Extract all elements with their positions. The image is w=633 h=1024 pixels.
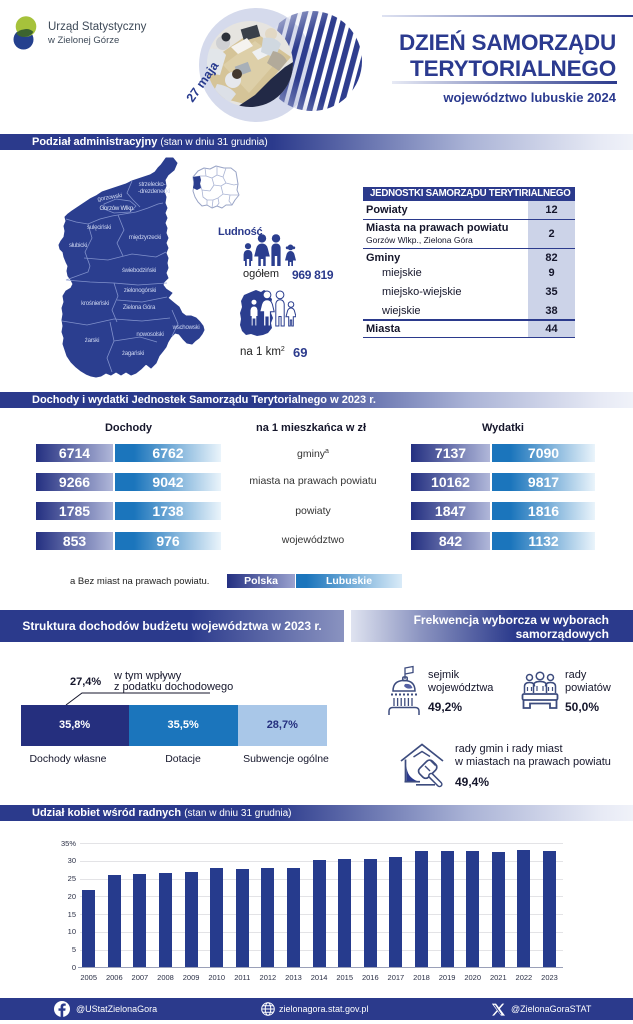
svg-text:świebodziński: świebodziński xyxy=(122,267,156,274)
svg-text:krośnieński: krośnieński xyxy=(81,300,109,307)
svg-text:-drezdenecki: -drezdenecki xyxy=(138,188,170,195)
svg-text:międzyrzecki: międzyrzecki xyxy=(129,234,161,241)
svg-text:żagański: żagański xyxy=(122,350,144,357)
svg-text:Zielona Góra: Zielona Góra xyxy=(123,304,156,311)
svg-text:strzelecko-: strzelecko- xyxy=(139,181,166,188)
svg-text:Gorzów Wlkp.: Gorzów Wlkp. xyxy=(100,205,135,212)
svg-text:gorzowski: gorzowski xyxy=(97,192,123,203)
svg-text:sulęciński: sulęciński xyxy=(87,224,111,231)
svg-text:nowosolski: nowosolski xyxy=(136,331,163,338)
svg-text:zielonogórski: zielonogórski xyxy=(124,287,156,294)
svg-text:wschowski: wschowski xyxy=(172,324,200,331)
svg-text:żarski: żarski xyxy=(85,337,100,344)
svg-text:słubicki: słubicki xyxy=(69,242,87,249)
